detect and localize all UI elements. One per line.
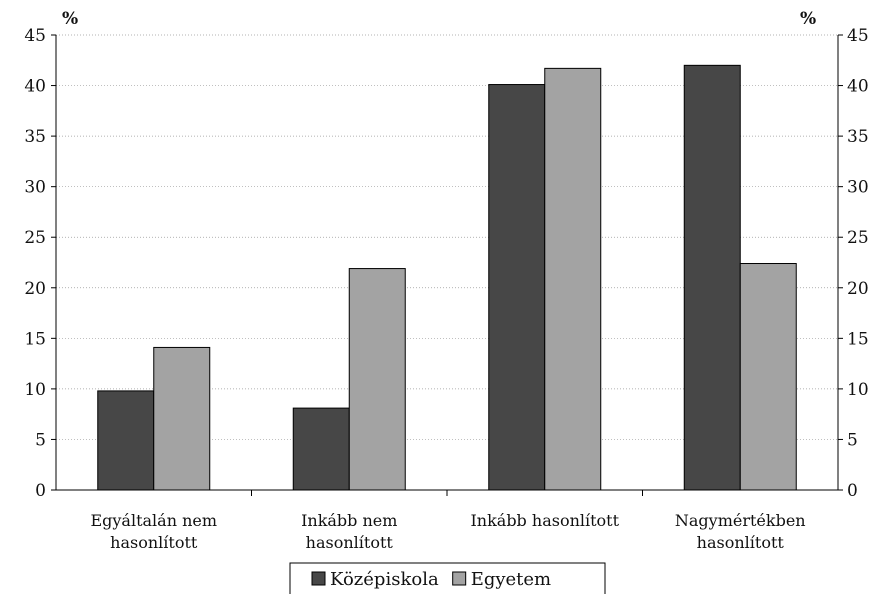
y-axis-left-unit: % [62,9,78,29]
y-tick-label-left: 15 [24,329,46,349]
y-tick-label-right: 35 [847,127,869,147]
bar-k-z-piskola-2 [292,407,350,491]
legend: Középiskola Egyetem [289,562,606,598]
x-category-label: hasonlított [697,533,785,552]
y-tick-label-right: 20 [847,279,869,299]
legend-box [289,562,606,598]
legend-swatch [452,571,467,586]
bar-egyetem-1 [153,346,211,491]
x-category-label: hasonlított [306,533,394,552]
bar-egyetem-3 [544,67,602,491]
y-tick-label-right: 40 [847,77,869,97]
x-category-label: hasonlított [110,533,198,552]
y-tick-label-right: 15 [847,329,869,349]
y-axis-right-unit: % [800,9,816,29]
legend-swatch [311,571,326,586]
y-tick-label-left: 35 [24,127,46,147]
axes [51,34,843,496]
x-axis-categories: Egyáltalán nem hasonlított Inkább nem hason… [90,511,805,552]
bars [97,64,797,491]
x-category-label: Inkább nem [301,511,397,530]
x-category-label: Nagymértékben [675,511,806,530]
x-category-label: Egyáltalán nem [90,511,217,530]
legend-label: Középiskola [330,569,439,590]
y-tick-label-right: 5 [847,430,858,450]
bar-egyetem-4 [739,263,797,491]
y-tick-label-left: 30 [24,178,46,198]
bar-k-z-piskola-4 [683,64,741,491]
y-tick-label-left: 5 [35,430,46,450]
y-tick-label-right: 0 [847,481,858,501]
x-category-label: Inkább hasonlított [470,511,619,530]
y-tick-label-right: 45 [847,26,869,46]
y-tick-label-left: 45 [24,26,46,46]
y-axis-right-ticks: 0 5 10 15 20 25 30 35 40 45 [847,26,869,501]
bar-k-z-piskola-1 [97,390,155,491]
y-tick-label-left: 40 [24,77,46,97]
legend-label: Egyetem [471,569,551,590]
bar-k-z-piskola-3 [488,84,546,491]
y-tick-label-right: 10 [847,380,869,400]
y-tick-label-right: 30 [847,178,869,198]
bar-egyetem-2 [348,268,406,491]
y-tick-label-left: 10 [24,380,46,400]
y-axis-left-ticks: 0 5 10 15 20 25 30 35 40 45 [24,26,46,501]
y-tick-label-right: 25 [847,228,869,248]
y-tick-label-left: 20 [24,279,46,299]
y-tick-label-left: 0 [35,481,46,501]
y-tick-label-left: 25 [24,228,46,248]
